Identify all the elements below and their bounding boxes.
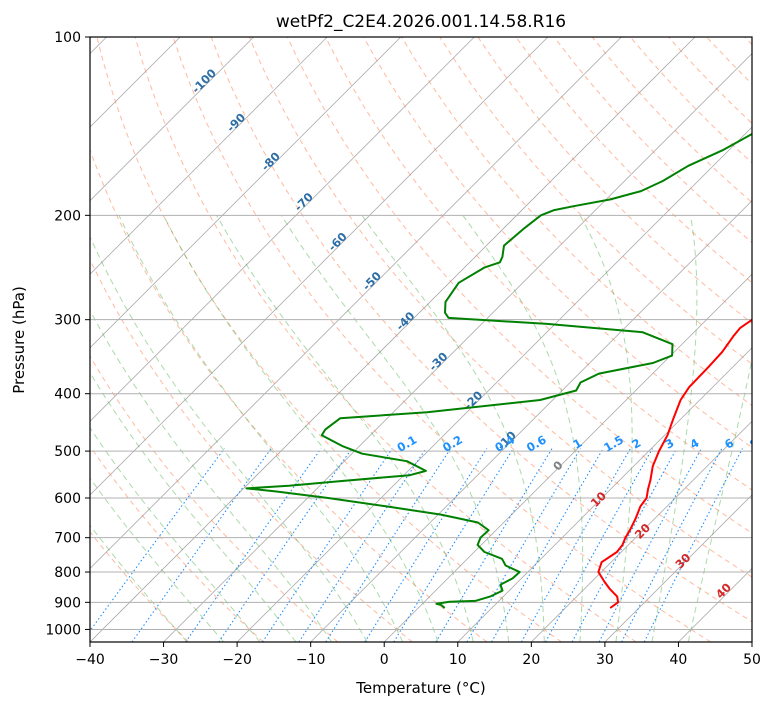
x-tick-label: −20: [222, 652, 252, 668]
mixing-ratio-line: [262, 448, 393, 642]
moist-adiabat: [90, 235, 368, 642]
isotherm-line: [90, 37, 696, 642]
dry-adiabat: [286, 37, 752, 534]
mixing-ratio-line: [643, 448, 743, 642]
isotherm-line: [457, 347, 752, 642]
moist-adiabat: [163, 215, 439, 642]
dry-adiabat: [90, 148, 488, 642]
x-tick-label: 30: [596, 652, 614, 668]
x-tick-label: −40: [75, 652, 105, 668]
x-tick-label: 40: [670, 652, 688, 668]
x-axis-ticks: −40 −30 −20 −10 0 10 20 30 40 50: [75, 642, 761, 668]
mixing-ratio-line: [185, 448, 322, 642]
isotherm-line: [236, 126, 752, 642]
temperature-profile-line: [597, 318, 752, 609]
moist-adiabat: [90, 371, 297, 642]
x-tick-label: 0: [380, 652, 389, 668]
mixing-ratio-line: [571, 448, 678, 642]
y-tick-label: 700: [54, 531, 81, 547]
isotherm-line: [90, 37, 622, 570]
mixing-ratio-line: [393, 448, 514, 642]
moist-adiabat: [118, 215, 404, 642]
x-tick-label: 20: [522, 652, 540, 668]
isotherm-line: [383, 273, 752, 642]
mixing-ratio-line: [218, 448, 353, 642]
dry-adiabat: [90, 355, 339, 642]
moist-adiabat: [280, 215, 510, 642]
background-lines: [90, 37, 752, 642]
mixing-ratio-line: [298, 448, 427, 642]
isotherm-line: [90, 37, 254, 202]
y-axis-ticks: 100 200 300 400 500 600 700 800 900 1000: [45, 30, 90, 638]
y-tick-label: 400: [54, 387, 81, 403]
y-tick-label: 900: [54, 595, 81, 611]
y-tick-label: 100: [54, 30, 81, 46]
dry-adiabat: [439, 37, 752, 365]
dry-adiabat: [515, 37, 752, 284]
moist-adiabat: [90, 426, 261, 642]
y-tick-label: 500: [54, 444, 81, 460]
y-axis-label: Pressure (hPa): [10, 286, 28, 394]
mixing-ratio-line: [90, 448, 225, 632]
moist-adiabat: [216, 215, 474, 642]
mixing-ratio-line: [466, 448, 582, 642]
dry-adiabat: [90, 531, 190, 642]
dry-adiabat: [172, 37, 712, 642]
profile-lines: [245, 132, 752, 609]
x-tick-label: 50: [743, 652, 761, 668]
mixing-ratio-line: [621, 448, 723, 642]
mixing-ratio-line: [491, 448, 604, 642]
dry-adiabat: [134, 37, 637, 642]
isotherm-line: [90, 37, 402, 349]
y-tick-label: 200: [54, 208, 81, 224]
dry-adiabat: [401, 37, 752, 407]
mixing-ratio-line: [598, 448, 702, 642]
dry-adiabat: [210, 37, 752, 623]
y-tick-label: 300: [54, 313, 81, 329]
isotherm-line: [531, 420, 752, 642]
dewpoint-profile-line: [245, 132, 752, 609]
dry-adiabat: [96, 37, 562, 642]
isotherm-line: [90, 37, 475, 422]
moist-adiabat: [579, 215, 633, 642]
mixing-ratio-line: [364, 448, 488, 642]
y-tick-label: 600: [54, 491, 81, 507]
moist-adiabat: [651, 215, 698, 642]
isotherm-line: [163, 52, 752, 642]
isotherm-line: [604, 494, 752, 642]
plot-frame: [89, 36, 753, 643]
dry-adiabat: [90, 258, 413, 642]
y-tick-label: 800: [54, 565, 81, 581]
mixing-ratio-label: 8: [747, 436, 761, 452]
mixing-ratio-line: [131, 448, 272, 642]
y-tick-label: 1000: [45, 622, 81, 638]
chart-title: wetPf2_C2E4.2026.001.14.58.R16: [276, 12, 566, 32]
x-tick-label: −10: [296, 652, 326, 668]
moist-adiabat: [90, 477, 224, 642]
isotherm-line: [90, 37, 549, 496]
dry-adiabat: [90, 445, 264, 642]
mixing-ratio-line: [325, 448, 452, 642]
moist-adiabat: [361, 215, 545, 642]
isotherm-line: [90, 37, 328, 275]
x-axis-label: Temperature (°C): [355, 679, 485, 697]
moist-adiabat: [90, 309, 333, 642]
pressure-gridlines: [90, 37, 752, 630]
x-tick-label: −30: [149, 652, 179, 668]
x-tick-label: 10: [449, 652, 467, 668]
dry-adiabat: [248, 37, 752, 578]
moist-adiabat: [462, 215, 584, 642]
